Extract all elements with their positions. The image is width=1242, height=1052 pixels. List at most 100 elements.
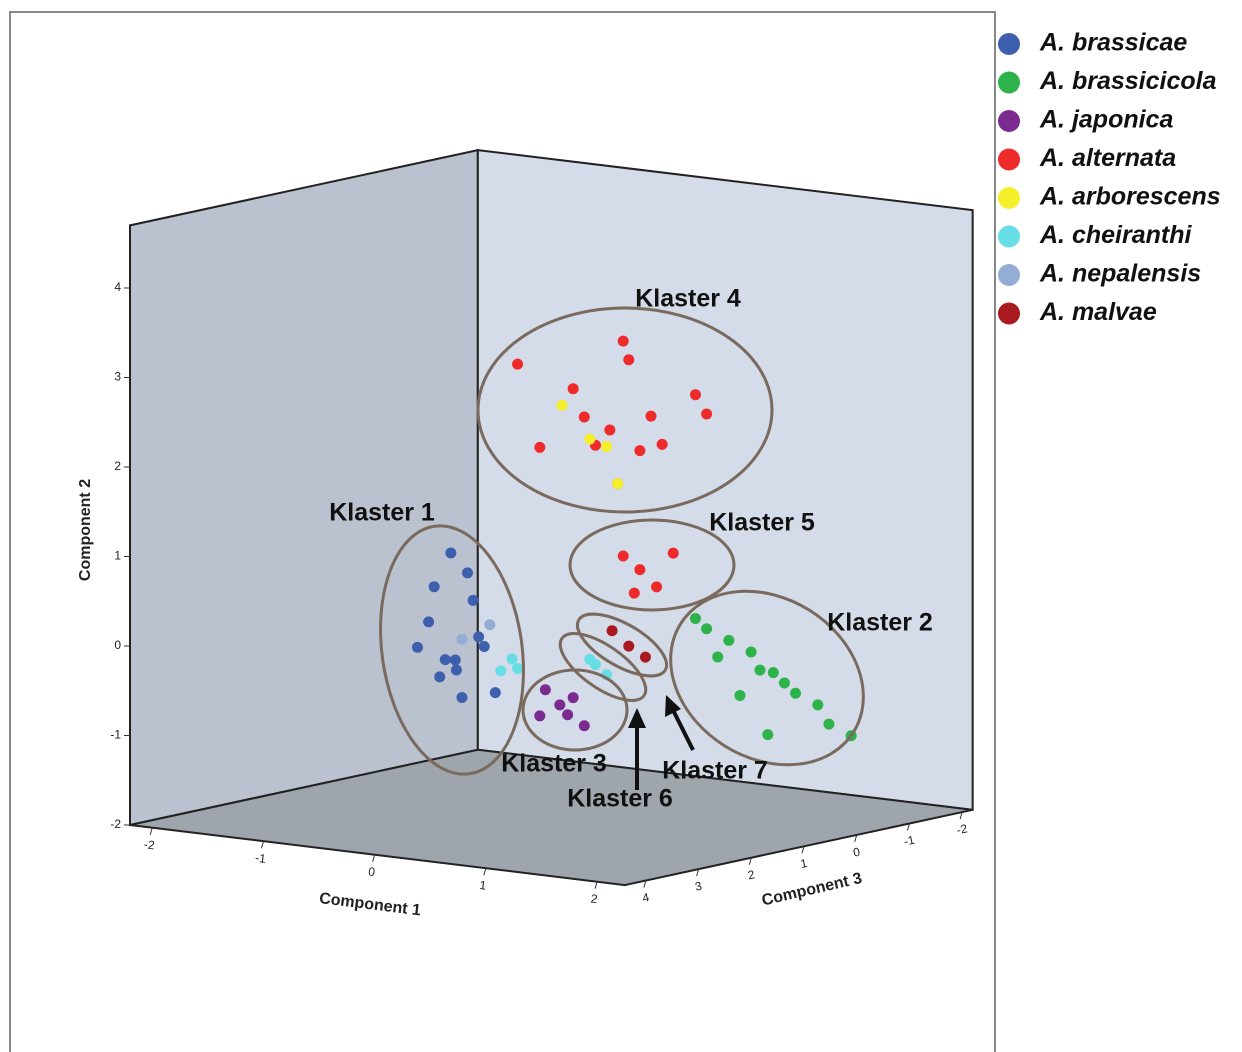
- cluster-ellipse: [575, 612, 669, 678]
- y-tick-label: -2: [110, 817, 121, 831]
- point: [651, 581, 663, 593]
- point: [562, 709, 574, 721]
- point: [656, 438, 668, 450]
- point: [667, 547, 679, 559]
- z-tick-label: -2: [955, 821, 969, 837]
- y-tick-label: -1: [110, 728, 121, 742]
- point: [578, 720, 590, 732]
- z-tick-label: 0: [852, 844, 862, 859]
- point: [617, 550, 629, 562]
- x-tick-label: -1: [254, 851, 267, 866]
- arrow-head: [628, 708, 646, 728]
- point: [767, 667, 779, 679]
- arrow-head: [665, 695, 681, 717]
- point: [628, 587, 640, 599]
- point: [578, 411, 590, 423]
- back-wall: [476, 148, 974, 811]
- z-tick: [854, 834, 858, 843]
- point: [534, 710, 546, 722]
- cluster-label: Klaster 1: [329, 499, 435, 527]
- cluster-label: Klaster 4: [635, 285, 741, 313]
- legend-marker: [998, 302, 1020, 325]
- x-tick-label: 1: [479, 878, 488, 893]
- point: [484, 619, 496, 631]
- legend-label: A. malvae: [1039, 298, 1157, 326]
- legend-marker: [998, 225, 1020, 248]
- legend-label: A. alternata: [1039, 144, 1176, 172]
- point: [689, 612, 701, 624]
- y-tick-label: 0: [114, 638, 121, 652]
- point: [567, 692, 579, 704]
- point: [623, 640, 635, 652]
- point: [584, 653, 596, 665]
- x-tick: [594, 881, 598, 889]
- floor: [129, 748, 973, 887]
- point: [434, 671, 446, 683]
- point: [778, 677, 790, 689]
- x-tick: [149, 827, 153, 835]
- legend-label: A. nepalensis: [1039, 260, 1201, 288]
- point: [411, 641, 423, 653]
- point: [567, 383, 579, 395]
- x-tick: [372, 854, 376, 862]
- legend-marker: [998, 187, 1020, 209]
- point: [423, 616, 435, 628]
- point: [701, 408, 713, 420]
- point: [449, 654, 461, 666]
- point: [534, 441, 546, 453]
- x-tick-label: 0: [368, 865, 377, 880]
- point: [623, 354, 635, 366]
- cluster-ellipse: [558, 632, 648, 702]
- point: [554, 699, 566, 711]
- point: [812, 699, 824, 711]
- left-wall: [129, 148, 479, 827]
- point: [601, 441, 613, 453]
- legend-marker: [998, 264, 1020, 286]
- legend-marker: [998, 110, 1020, 132]
- point: [723, 634, 735, 646]
- cluster-label: Klaster 6: [567, 785, 673, 813]
- point: [489, 687, 501, 699]
- y-tick-label: 1: [114, 549, 121, 563]
- cluster-label: Klaster 3: [501, 750, 607, 778]
- legend-marker: [998, 71, 1020, 94]
- point: [539, 684, 551, 696]
- point: [462, 567, 474, 579]
- x-tick-label: -2: [143, 837, 156, 852]
- z-tick-label: 1: [799, 856, 809, 871]
- point: [734, 689, 746, 701]
- z-tick: [748, 857, 752, 865]
- legend-label: A. cheiranthi: [1039, 221, 1192, 249]
- z-tick: [643, 880, 647, 888]
- point: [745, 646, 757, 658]
- point: [612, 478, 624, 490]
- legend-label: A. arborescens: [1039, 183, 1221, 211]
- y-tick-label: 2: [114, 459, 121, 473]
- point: [689, 389, 701, 401]
- cluster-label: Klaster 5: [709, 509, 815, 537]
- point: [556, 399, 568, 411]
- point: [456, 633, 468, 645]
- point: [617, 335, 629, 347]
- point: [445, 547, 457, 559]
- z-tick-label: 2: [746, 867, 756, 882]
- point: [701, 623, 713, 635]
- cluster-ellipse: [476, 306, 774, 514]
- point: [823, 718, 835, 730]
- cluster-label: Klaster 7: [662, 757, 768, 785]
- point: [639, 651, 651, 663]
- z-tick: [801, 846, 805, 854]
- point: [584, 433, 596, 445]
- y-axis-label: Component 2: [77, 479, 94, 581]
- z-tick-label: -1: [903, 833, 917, 849]
- arrow: [670, 707, 695, 751]
- point: [712, 651, 724, 663]
- x-tick-label: 2: [590, 892, 599, 907]
- legend-label: A. brassicicola: [1039, 67, 1217, 95]
- z-tick: [959, 811, 963, 820]
- point: [450, 664, 462, 676]
- point: [790, 687, 802, 699]
- legend-label: A. brassicae: [1039, 29, 1187, 57]
- point: [495, 665, 507, 677]
- point: [478, 640, 490, 652]
